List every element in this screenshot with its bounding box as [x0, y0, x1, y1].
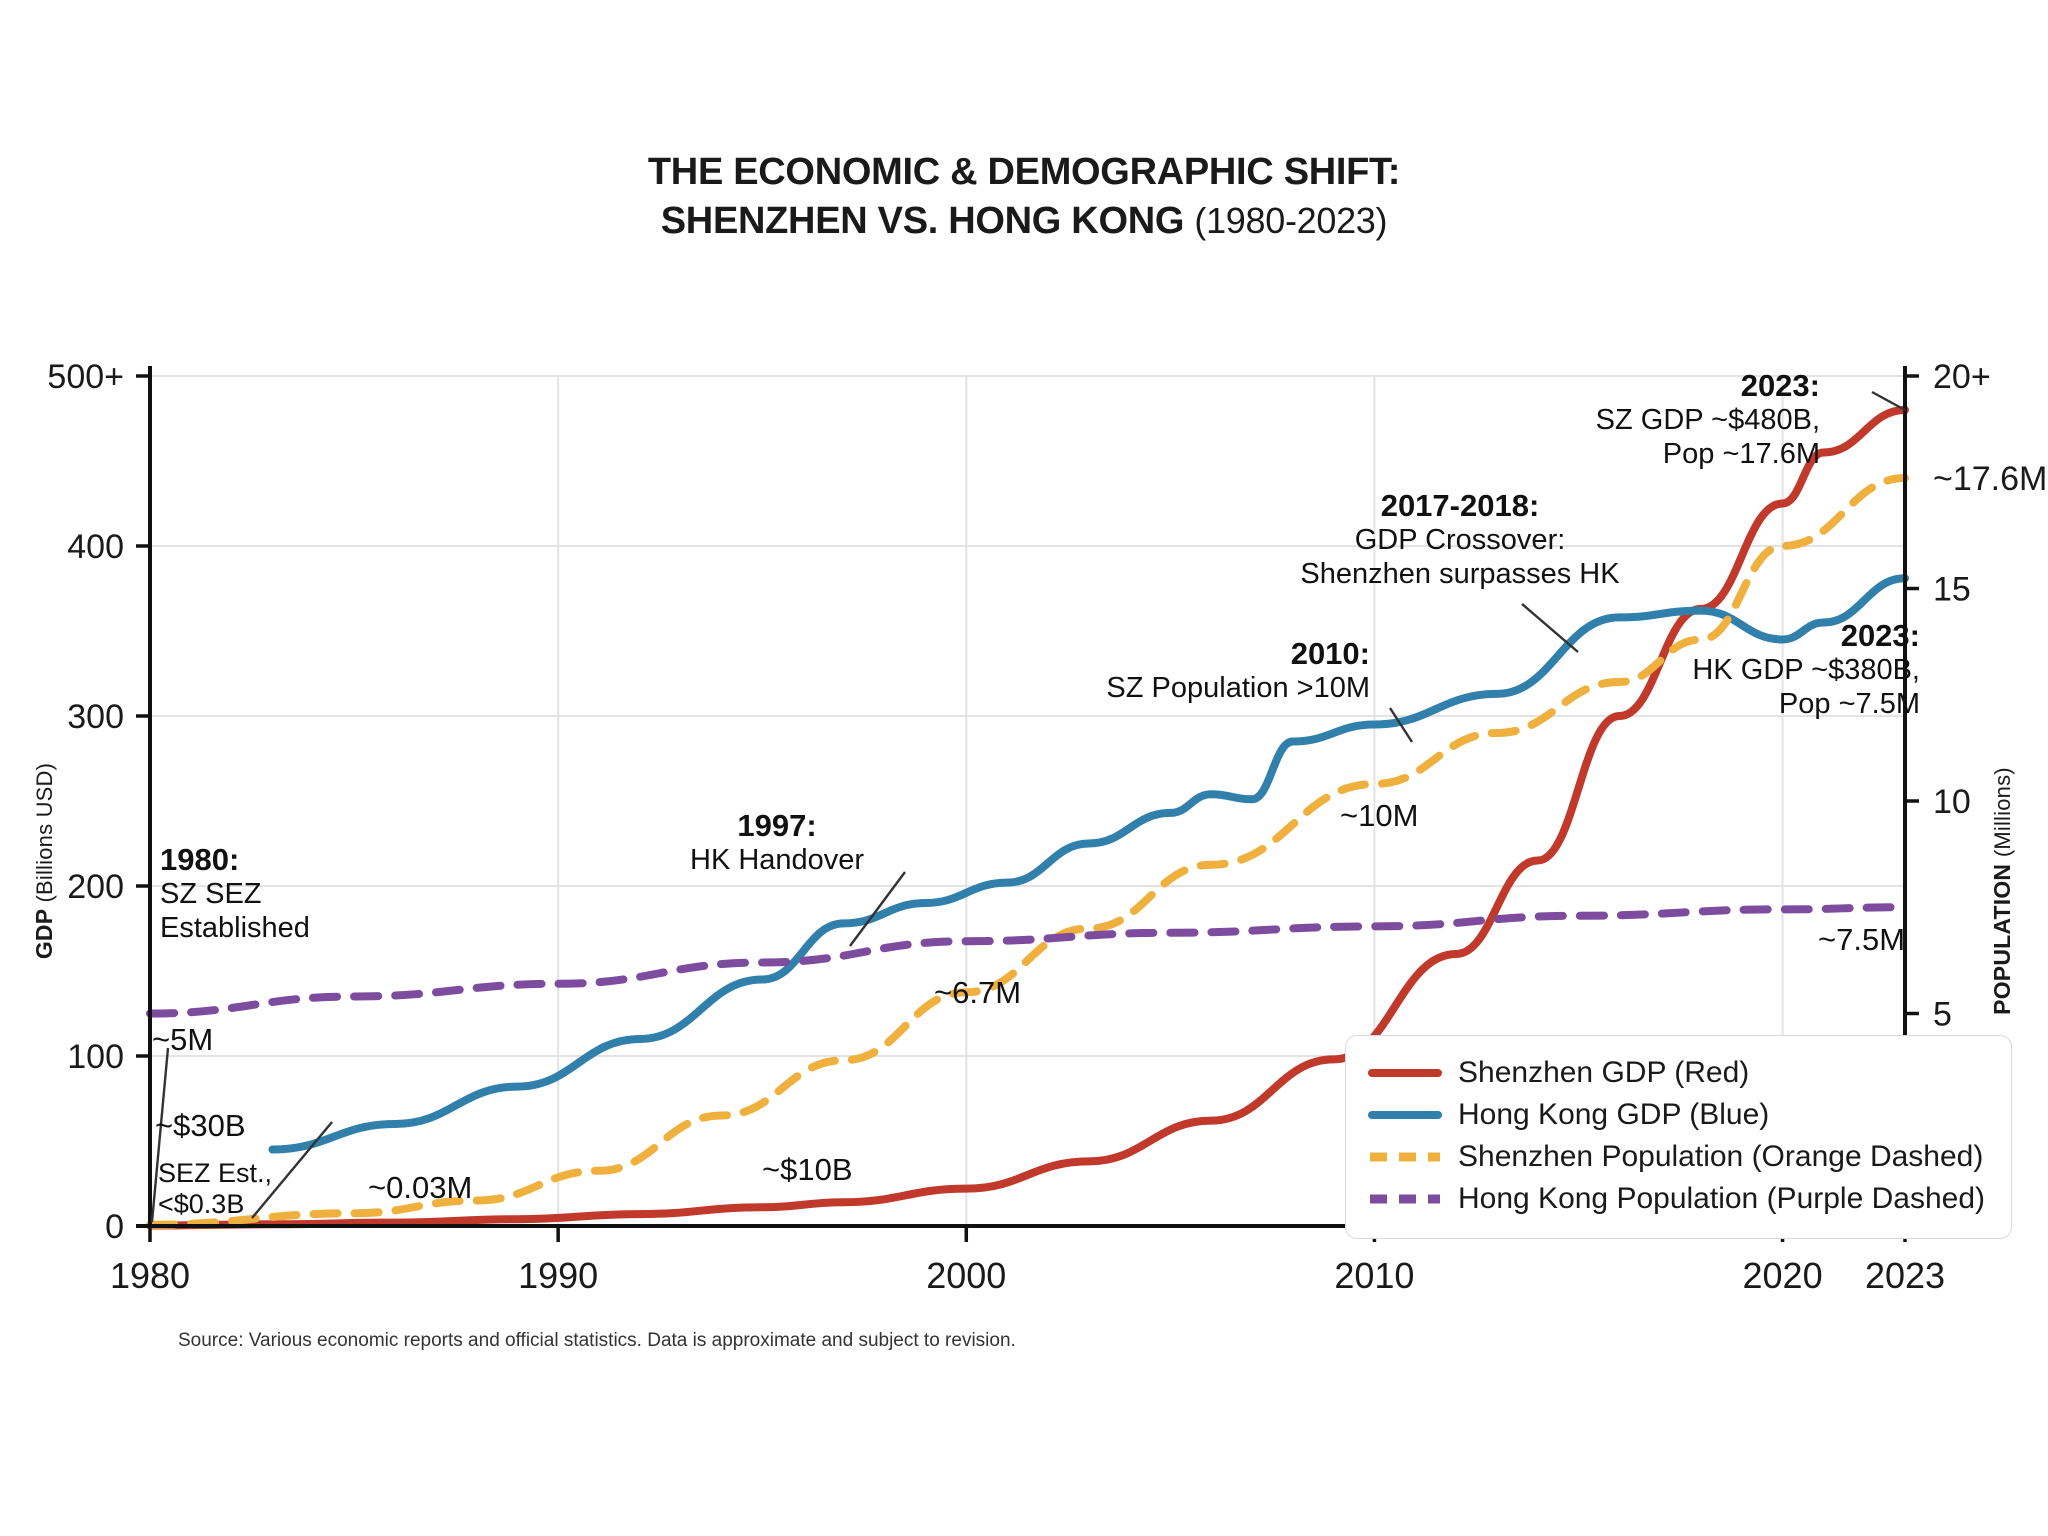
annotation-hk-2023-head: 2023: — [1840, 618, 1920, 653]
x-tick-label[interactable]: 1980 — [110, 1255, 190, 1296]
y-tick-label-right[interactable]: 5 — [1933, 996, 1952, 1034]
legend-item-2[interactable]: Shenzhen Population (Orange Dashed) — [1368, 1136, 1985, 1178]
annotation-hk-2023: 2023: HK GDP ~$380B, Pop ~7.5M — [1660, 618, 1920, 722]
annotation-leader-line[interactable] — [1871, 390, 1906, 412]
x-tick-label[interactable]: 1990 — [518, 1255, 598, 1296]
annotation-gdp-crossover: 2017-2018: GDP Crossover: Shenzhen surpas… — [1250, 488, 1670, 592]
annotation-leader-line[interactable] — [1521, 603, 1579, 653]
label-sz-sez-start: SEZ Est., <$0.3B — [158, 1158, 273, 1220]
annotation-leader-line[interactable] — [849, 871, 906, 947]
title-subjects: SHENZHEN VS. HONG KONG — [660, 199, 1185, 242]
y-tick-label-left[interactable]: 0 — [105, 1208, 124, 1246]
series-line-3[interactable] — [146, 903, 1909, 1018]
annotation-leader-line[interactable] — [150, 1047, 170, 1223]
y-tick-label-left[interactable]: 500+ — [47, 358, 124, 396]
source-note: Source: Various economic reports and off… — [178, 1330, 1016, 1351]
annotation-leader-line[interactable] — [1388, 707, 1414, 743]
title-year-range: (1980-2023) — [1194, 199, 1388, 241]
label-sz-gdp-1997: ~$10B — [762, 1152, 853, 1187]
label-hk-pop-start: ~5M — [152, 1022, 214, 1057]
y-tick-label-left[interactable]: 300 — [67, 698, 124, 736]
annotation-crossover-head: 2017-2018: — [1380, 488, 1540, 523]
x-tick-label[interactable]: 2000 — [926, 1255, 1006, 1296]
y-tick-label-left[interactable]: 200 — [67, 868, 124, 906]
title-line-2: SHENZHEN VS. HONG KONG (1980-2023) — [0, 197, 2048, 246]
label-sz-pop-start: ~0.03M — [368, 1170, 473, 1205]
legend-label-2: Shenzhen Population (Orange Dashed) — [1458, 1140, 1984, 1173]
label-sz-pop-2010: ~10M — [1340, 798, 1419, 833]
annotation-1997-head: 1997: — [737, 808, 817, 843]
annotation-1980: 1980: SZ SEZ Established — [160, 842, 310, 946]
annotation-sz-2023-head: 2023: — [1740, 368, 1820, 403]
y-tick-label-left[interactable]: 400 — [67, 528, 124, 566]
annotation-1997-body: HK Handover — [690, 844, 865, 877]
series-line-2[interactable] — [146, 474, 1909, 1229]
legend-item-0[interactable]: Shenzhen GDP (Red) — [1368, 1052, 1985, 1094]
series-line-1[interactable] — [268, 574, 1909, 1154]
x-tick-label[interactable]: 2020 — [1743, 1255, 1823, 1296]
title-line-1: THE ECONOMIC & DEMOGRAPHIC SHIFT: — [647, 151, 1401, 193]
annotation-2010: 2010: SZ Population >10M — [1040, 636, 1370, 706]
annotation-leader-line[interactable] — [251, 1121, 333, 1219]
x-tick-label[interactable]: 2023 — [1865, 1255, 1945, 1296]
y-tick-label-left[interactable]: 100 — [67, 1038, 124, 1076]
annotation-sz-2023-body: SZ GDP ~$480B, Pop ~17.6M — [1595, 404, 1820, 471]
annotation-1997: 1997: HK Handover — [690, 808, 864, 878]
legend-label-1: Hong Kong GDP (Blue) — [1458, 1098, 1770, 1131]
annotation-1980-head: 1980: — [160, 842, 240, 877]
annotation-2010-head: 2010: — [1290, 636, 1370, 671]
y-axis-title-left[interactable]: GDP (Billions USD) — [31, 763, 57, 959]
y-tick-label-right[interactable]: 15 — [1933, 571, 1971, 609]
legend-label-3: Hong Kong Population (Purple Dashed) — [1458, 1182, 1986, 1215]
label-hk-gdp-start: ~$30B — [155, 1108, 246, 1143]
legend-item-3[interactable]: Hong Kong Population (Purple Dashed) — [1368, 1178, 1985, 1220]
annotation-1980-body: SZ SEZ Established — [160, 878, 310, 945]
label-hk-pop-2023: ~7.5M — [1818, 922, 1906, 957]
y-axis-title-right[interactable]: POPULATION (Millions) — [1989, 767, 2015, 1015]
legend-label-0: Shenzhen GDP (Red) — [1458, 1056, 1750, 1089]
annotation-2010-body: SZ Population >10M — [1106, 672, 1370, 705]
label-hk-pop-2000: ~6.7M — [934, 975, 1022, 1010]
annotation-hk-2023-body: HK GDP ~$380B, Pop ~7.5M — [1692, 654, 1920, 721]
annotation-sz-2023: 2023: SZ GDP ~$480B, Pop ~17.6M — [1540, 368, 1820, 472]
chart-title: THE ECONOMIC & DEMOGRAPHIC SHIFT: SHENZH… — [0, 148, 2048, 245]
legend-item-1[interactable]: Hong Kong GDP (Blue) — [1368, 1094, 1985, 1136]
x-tick-label[interactable]: 2010 — [1334, 1255, 1414, 1296]
y-tick-label-right[interactable]: 10 — [1933, 783, 1971, 821]
chart-legend: Shenzhen GDP (Red) Hong Kong GDP (Blue) Sh… — [1345, 1035, 2013, 1239]
y-tick-label-right-extra[interactable]: ~17.6M — [1933, 460, 2047, 498]
annotation-crossover-body: GDP Crossover: Shenzhen surpasses HK — [1300, 524, 1620, 591]
y-tick-label-right[interactable]: 20+ — [1933, 358, 1991, 396]
